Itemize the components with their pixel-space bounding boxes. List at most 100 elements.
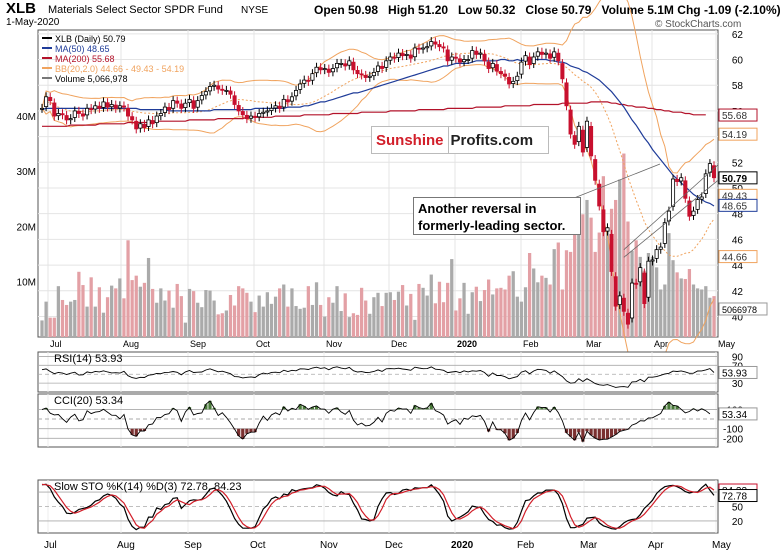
volume-bar — [261, 306, 265, 337]
candle-body — [105, 102, 110, 108]
candle-body — [511, 80, 516, 84]
candle-body — [236, 105, 241, 112]
volume-bar — [331, 302, 335, 337]
cci-panel-tick-label-0: -200 — [723, 434, 743, 445]
price-tag-4: 48.65 — [722, 201, 747, 212]
price-tick-label-3: 46 — [732, 235, 744, 246]
candle-body — [306, 79, 311, 82]
price-tag-box-0 — [718, 108, 758, 122]
candle-body — [650, 259, 655, 262]
candle-body — [93, 105, 98, 110]
rsi-tag: 53.93 — [722, 368, 747, 379]
volume-bar — [441, 302, 446, 337]
volume-bar — [208, 290, 212, 337]
x-label-bottom-0: Jul — [44, 540, 57, 551]
volume-bar — [384, 292, 388, 337]
candle-body — [523, 55, 528, 62]
trendline-lower — [623, 179, 719, 258]
volume-bar — [273, 296, 278, 337]
ma50-line — [41, 58, 715, 207]
volume-bar — [77, 271, 81, 337]
volume-bar — [64, 304, 69, 337]
volume-bar — [278, 288, 282, 337]
candle-body — [670, 178, 676, 207]
volume-bar — [245, 292, 249, 337]
candle-body — [166, 107, 172, 111]
volume-bar — [253, 312, 257, 337]
candle-body — [351, 61, 356, 71]
candle-body — [396, 52, 401, 58]
volume-bar — [48, 317, 52, 337]
volume-bar — [466, 313, 470, 337]
volume-bar — [196, 302, 200, 337]
price-tick-label-0: 40 — [732, 312, 744, 323]
annotation-pointer — [568, 163, 661, 201]
candle-body — [695, 199, 700, 210]
candle-body — [711, 165, 717, 179]
rsi-panel-title: RSI(14) 53.93 — [54, 353, 122, 365]
candle-body — [494, 64, 499, 72]
candle-body — [207, 86, 213, 92]
candle-body — [453, 56, 458, 59]
sto-line-0 — [41, 483, 715, 531]
bb-middle-line — [41, 52, 715, 257]
volume-bar — [499, 287, 503, 337]
candle-body — [72, 110, 77, 118]
candle-body — [289, 96, 294, 102]
candle-body — [679, 177, 684, 182]
volume-bar — [704, 286, 708, 337]
volume-bar — [191, 291, 196, 337]
volume-bar — [257, 295, 261, 337]
volume-bar — [519, 301, 524, 337]
volume-bar — [376, 292, 380, 337]
volume-bar — [60, 299, 65, 337]
candle-body — [109, 104, 114, 108]
volume-bar — [204, 290, 208, 337]
volume-bar — [269, 303, 274, 337]
volume-bar — [568, 251, 573, 337]
candle-body — [187, 98, 192, 104]
legend-entry-1: MA(50) 48.65 — [55, 44, 110, 54]
volume-bar — [335, 286, 339, 337]
candle-body — [605, 227, 610, 232]
volume-bar — [581, 214, 585, 337]
volume-bar — [560, 289, 565, 337]
stockcharts-credit: © StockCharts.com — [655, 19, 742, 30]
volume-bar — [425, 295, 429, 337]
candle-body — [502, 73, 508, 77]
candle-body — [126, 108, 131, 117]
volume-bar — [126, 240, 130, 337]
volume-bar — [593, 251, 597, 337]
candle-body — [117, 105, 122, 109]
candle-body — [621, 297, 626, 312]
candle-body — [281, 98, 286, 108]
trendline-upper — [623, 164, 719, 250]
candle-body — [548, 53, 553, 59]
candle-body — [39, 107, 45, 110]
rsi-panel-frame — [37, 351, 719, 393]
volume-bar — [232, 305, 237, 337]
candle-body — [318, 67, 323, 71]
candle-body — [138, 123, 143, 129]
candle-body — [675, 178, 680, 182]
price-tick-label-2: 44 — [732, 261, 744, 272]
candle-body — [380, 65, 385, 69]
candle-body — [654, 249, 659, 259]
sto-panel-tick-label-1: 50 — [732, 503, 744, 514]
fund-name: Materials Select Sector SPDR Fund — [48, 4, 223, 16]
price-tag-1: 54.19 — [722, 130, 747, 141]
candle-body — [89, 108, 94, 111]
volume-bar — [478, 301, 483, 337]
candle-body — [543, 52, 549, 55]
volume-bar — [359, 287, 364, 337]
volume-bar — [544, 277, 548, 337]
candle-body — [216, 85, 221, 90]
candle-body — [601, 209, 606, 233]
volume-bar — [298, 308, 302, 337]
volume-bar — [458, 298, 462, 337]
candle-body — [121, 105, 126, 108]
volume-bar — [618, 179, 622, 337]
volume-bar — [56, 286, 61, 337]
price-tick-label-1: 42 — [732, 287, 744, 298]
